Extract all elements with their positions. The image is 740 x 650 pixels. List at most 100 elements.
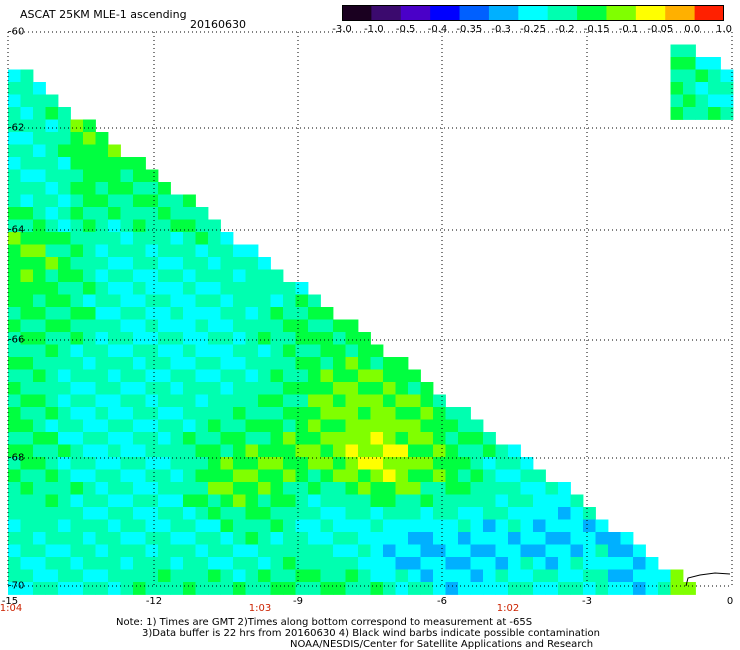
swath-cell (133, 319, 146, 333)
swath-cell (145, 557, 159, 570)
swath-cell (645, 582, 659, 595)
swath-cell (595, 532, 609, 545)
swath-cell (145, 369, 159, 383)
swath-cell (170, 269, 184, 283)
swath-cell (270, 582, 284, 595)
swath-cell (158, 194, 171, 208)
swath-cell (70, 482, 84, 495)
swath-cell (320, 332, 334, 345)
swath-cell (58, 582, 71, 595)
swath-cell (83, 457, 96, 470)
swath-cell (658, 582, 671, 595)
swath-cell (95, 494, 109, 508)
swath-cell (133, 532, 146, 545)
swath-cell (295, 519, 309, 533)
swath-cell (308, 519, 321, 533)
swath-cell (395, 407, 409, 420)
swath-cell (358, 494, 371, 508)
swath-cell (558, 494, 571, 508)
swath-cell (470, 507, 484, 520)
swath-cell (508, 494, 521, 508)
swath-cell (170, 282, 184, 295)
swath-cell (345, 494, 359, 508)
swath-cell (270, 532, 284, 545)
swath-cell (570, 557, 584, 570)
swath-cell (83, 432, 96, 445)
swath-cell (8, 182, 21, 195)
swath-cell (58, 432, 71, 445)
swath-cell (33, 119, 46, 133)
swath-cell (295, 569, 309, 583)
swath-cell (558, 582, 571, 595)
swath-cell (8, 119, 21, 133)
lon-label: -9 (293, 596, 303, 607)
swath-cell (95, 482, 109, 495)
swath-cell (8, 382, 21, 395)
swath-cell (133, 382, 146, 395)
swath-cell (33, 482, 46, 495)
swath-cell (170, 507, 184, 520)
swath-cell (445, 494, 459, 508)
swath-cell (558, 569, 571, 583)
swath-cell (233, 482, 246, 495)
swath-cell (108, 507, 121, 520)
swath-cell (208, 219, 221, 233)
swath-cell (433, 457, 446, 470)
colorbar-tick-label: -1.0 (364, 24, 384, 35)
swath-cell (120, 157, 134, 170)
swath-cell (45, 382, 59, 395)
swath-cell (245, 432, 259, 445)
swath-cell (83, 232, 96, 245)
swath-cell (208, 532, 221, 545)
swath-cell (395, 444, 409, 458)
colorbar-labels: -3.0 -1.0 -0.5 -0.4 -0.35 -0.3 -0.25 -0.2 -0.15-… (0, 24, 740, 38)
swath-cell (320, 307, 334, 320)
swath-cell (158, 407, 171, 420)
swath-cell (495, 494, 509, 508)
swath-cell (620, 582, 634, 595)
swath-cell (83, 294, 96, 308)
swath-cell (183, 319, 196, 333)
swath-cell (8, 394, 21, 408)
swath-cell (83, 282, 96, 295)
swath-cell (345, 544, 359, 558)
swath-cell (95, 532, 109, 545)
swath-cell (95, 369, 109, 383)
swath-cell (283, 532, 296, 545)
swath-cell (158, 494, 171, 508)
swath-cell (20, 82, 34, 95)
colorbar-tick-label: -0.05 (647, 24, 674, 35)
swath-cell (470, 519, 484, 533)
swath-cell (558, 519, 571, 533)
swath-cell (258, 357, 271, 370)
swath-cell (308, 582, 321, 595)
swath-cell (58, 357, 71, 370)
swath-cell (408, 407, 421, 420)
swath-cell (258, 494, 271, 508)
swath-cell (433, 557, 446, 570)
swath-cell (308, 419, 321, 433)
swath-cell (520, 544, 534, 558)
swath-cell (20, 469, 34, 483)
swath-cell (233, 469, 246, 483)
swath-cell (133, 232, 146, 245)
swath-cell (20, 407, 34, 420)
swath-cell (95, 282, 109, 295)
swath-cell (408, 544, 421, 558)
swath-cell (145, 319, 159, 333)
swath-cell (420, 519, 434, 533)
swath-cell (20, 544, 34, 558)
swath-cell (108, 382, 121, 395)
swath-cell (8, 569, 21, 583)
swath-cell (20, 119, 34, 133)
swath-cell (183, 457, 196, 470)
swath-cell (145, 332, 159, 345)
swath-cell (33, 519, 46, 533)
swath-cell (133, 469, 146, 483)
swath-cell (58, 332, 71, 345)
swath-cell (83, 269, 96, 283)
swath-cell (258, 569, 271, 583)
swath-cell (495, 507, 509, 520)
swath-cell (408, 419, 421, 433)
swath-cell (195, 257, 209, 270)
